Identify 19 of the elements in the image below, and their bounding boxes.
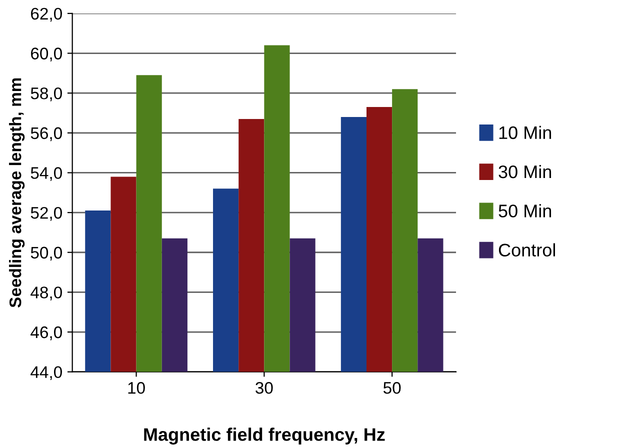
y-tick-label: 60,0 — [31, 48, 62, 62]
y-axis-title: Seedling average length, mm — [9, 78, 25, 308]
y-tick-label: 58,0 — [30, 87, 62, 102]
x-tick-label: 10 — [128, 382, 145, 394]
x-axis-title: Magnetic field frequency, Hz — [144, 428, 385, 445]
legend-label: 30 Min — [498, 164, 552, 178]
y-tick-label: 54,0 — [30, 167, 62, 181]
legend-label: 10 Min — [499, 126, 552, 140]
legend-label: Control — [498, 243, 555, 257]
y-tick-label: 56,0 — [30, 127, 62, 142]
y-tick-label: 50,0 — [30, 246, 62, 261]
y-tick-label: 62,0 — [31, 8, 62, 22]
legend-label: 50 Min — [498, 204, 552, 218]
y-tick-label: 52,0 — [30, 206, 62, 221]
y-tick-label: 46,0 — [30, 326, 62, 340]
y-tick-label: 44,0 — [30, 366, 62, 380]
y-tick-label: 48,0 — [30, 286, 62, 300]
x-tick-label: 30 — [256, 382, 273, 394]
x-tick-label: 50 — [383, 382, 401, 394]
